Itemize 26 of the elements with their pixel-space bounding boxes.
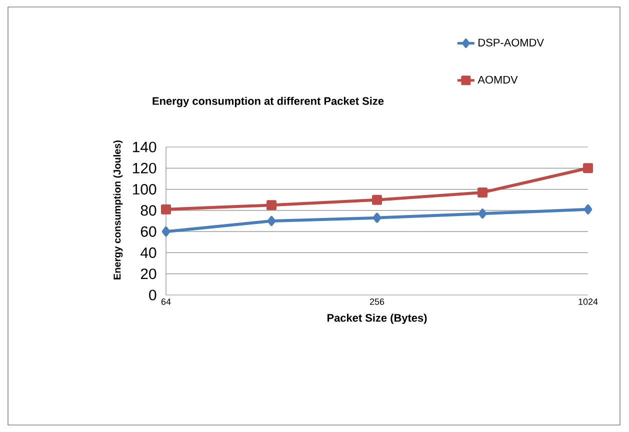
legend-label: DSP-AOMDV xyxy=(478,38,544,46)
y-tick-label: 120 xyxy=(133,162,156,174)
y-tick-label: 80 xyxy=(140,205,156,216)
y-axis-title: Energy consumption (Joules) xyxy=(113,140,123,280)
y-tick-label: 40 xyxy=(140,247,156,258)
legend-label: AOMDV xyxy=(478,76,518,84)
y-tick-label: 0 xyxy=(149,290,156,300)
point xyxy=(584,204,592,214)
y-tick-label: 20 xyxy=(140,268,156,280)
x-axis-title: Packet Size (Bytes) xyxy=(327,314,427,324)
y-tick-label: 60 xyxy=(140,226,156,237)
x-tick-label: 1024 xyxy=(578,298,598,305)
point xyxy=(372,212,382,223)
point xyxy=(478,208,487,219)
point xyxy=(372,194,382,205)
y-tick-label: 140 xyxy=(133,142,156,152)
x-tick-label: 64 xyxy=(161,298,171,305)
x-tick-label: 256 xyxy=(370,298,384,305)
point xyxy=(161,204,172,214)
point xyxy=(267,216,276,226)
point xyxy=(162,226,170,237)
y-tick-label: 100 xyxy=(133,184,156,195)
point xyxy=(583,163,594,174)
point xyxy=(478,187,488,198)
point xyxy=(266,200,277,210)
chart-title: Energy consumption at different Packet Size xyxy=(152,96,384,108)
